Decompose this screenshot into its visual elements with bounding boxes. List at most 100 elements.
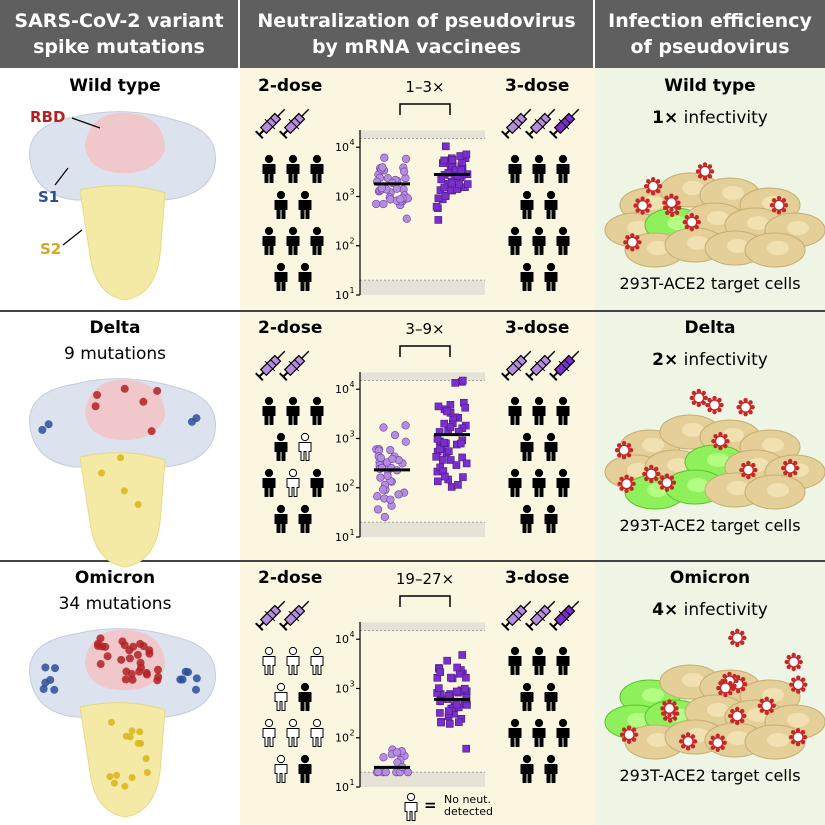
virus-particle-icon (619, 725, 639, 744)
spike-label-leaders (54, 117, 101, 246)
person-icon (532, 154, 546, 183)
person-icon (556, 154, 570, 183)
person-icon (508, 396, 522, 425)
data-point (376, 453, 385, 462)
person-icon (532, 718, 546, 747)
syringe-icon (279, 350, 310, 381)
data-point (386, 495, 395, 504)
person-icon (532, 396, 546, 425)
infection-variant-title: Wild type (664, 76, 756, 96)
data-point (379, 199, 388, 209)
data-point (455, 180, 463, 189)
virus-particle-icon (769, 196, 789, 215)
person-icon (532, 468, 546, 497)
virus-particle-icon (623, 233, 642, 252)
data-point (457, 166, 465, 174)
data-point (462, 150, 471, 159)
data-point (434, 216, 443, 224)
virus-particle-icon (617, 474, 636, 493)
y-tick-label: 10 (335, 190, 349, 203)
person-icon (274, 504, 288, 533)
y-tick-exponent: 1 (349, 286, 354, 295)
y-tick-label: 10 (335, 432, 349, 445)
person-icon (262, 226, 276, 255)
person-icon (274, 262, 288, 291)
person-icon (544, 262, 558, 291)
data-point (444, 707, 453, 715)
person-icon (520, 262, 534, 291)
data-point (461, 403, 469, 412)
row-separator (0, 560, 825, 562)
header-line: by mRNA vaccinees (311, 36, 522, 58)
data-point (453, 663, 461, 672)
person-icon (508, 468, 522, 497)
header-neutralization: Neutralization of pseudovirus by mRNA va… (240, 0, 593, 68)
data-point (381, 768, 390, 777)
y-tick-exponent: 2 (349, 479, 354, 488)
person-icon (310, 646, 324, 675)
data-point (439, 456, 447, 464)
legend-line: No neut. (444, 793, 491, 806)
y-tick-exponent: 1 (349, 528, 354, 537)
person-icon (556, 646, 570, 675)
virus-particle-icon (739, 460, 758, 480)
infectivity-word: infectivity (683, 108, 768, 128)
person-icon (310, 718, 324, 747)
data-point (448, 156, 457, 164)
virus-particle-icon (678, 732, 698, 751)
data-point (386, 445, 395, 455)
variant-title: Wild type (69, 76, 161, 96)
person-icon (544, 432, 558, 461)
syringe-icon (255, 350, 286, 381)
data-point (441, 192, 450, 201)
person-icon (556, 226, 570, 255)
data-point (373, 505, 383, 514)
infection-variant-title: Omicron (669, 568, 751, 588)
virus-particle-icon (728, 706, 747, 726)
person-icon (508, 718, 522, 747)
data-point (394, 490, 403, 499)
person-icon (286, 226, 300, 255)
data-point (372, 199, 381, 209)
data-point (444, 169, 453, 177)
data-point (432, 452, 440, 461)
virus-particle-icon (711, 431, 730, 451)
cell-illustration (604, 388, 825, 510)
person-icon (310, 468, 324, 497)
y-tick-label: 10 (335, 732, 349, 745)
person-icon (262, 396, 276, 425)
data-point (434, 194, 443, 203)
y-tick-label: 10 (335, 289, 349, 302)
header-line: SARS-CoV-2 variant (14, 10, 224, 32)
target-cells-label: 293T-ACE2 target cells (619, 766, 801, 785)
data-point (437, 718, 446, 727)
vaccinee-icons (255, 108, 580, 291)
three-dose-label: 3-dose (505, 318, 570, 338)
person-icon (508, 226, 522, 255)
virus-particle-icon (728, 628, 747, 648)
lower-limit-band (360, 772, 485, 787)
virus-particle-icon (784, 652, 803, 672)
data-point (401, 421, 410, 430)
data-point (380, 512, 389, 522)
y-tick-label: 10 (335, 383, 349, 396)
person-icon (310, 226, 324, 255)
data-point (442, 142, 450, 151)
data-point (440, 419, 449, 428)
person-icon (274, 190, 288, 219)
spike-structure (29, 111, 216, 301)
legend-line: detected (444, 805, 493, 818)
fold-change-label: 19–27× (395, 570, 455, 588)
target-cells-label: 293T-ACE2 target cells (619, 274, 801, 293)
data-point (432, 202, 441, 211)
data-point (447, 673, 455, 682)
person-icon (520, 504, 534, 533)
person-icon (298, 190, 312, 219)
two-dose-label: 2-dose (258, 76, 323, 96)
syringe-icon (525, 350, 556, 381)
fold-bracket (399, 345, 451, 357)
lower-limit-band (360, 280, 485, 295)
cell-illustration (604, 628, 825, 760)
person-icon (274, 432, 288, 461)
